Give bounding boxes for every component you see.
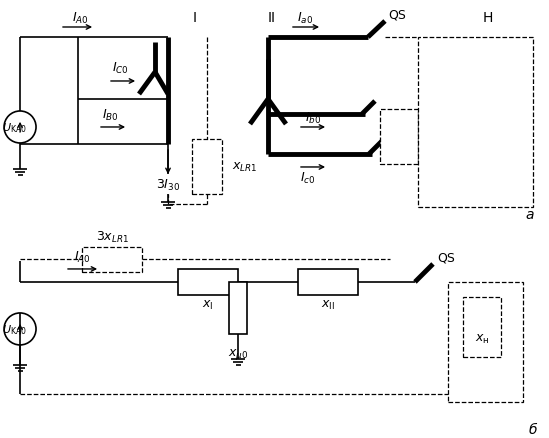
Text: $U_{\mathrm{KA0}}$: $U_{\mathrm{KA0}}$ — [2, 322, 27, 336]
Bar — [463, 297, 501, 357]
Bar — [298, 269, 358, 295]
Text: б: б — [529, 422, 537, 436]
Bar — [192, 140, 222, 194]
Bar — [448, 283, 523, 402]
Text: $I_{C0}$: $I_{C0}$ — [112, 60, 129, 75]
Text: $x_{\mu 0}$: $x_{\mu 0}$ — [228, 346, 248, 362]
Bar — [418, 38, 533, 208]
Text: $3I_{30}$: $3I_{30}$ — [156, 177, 180, 192]
Text: $I_{A0}$: $I_{A0}$ — [72, 11, 88, 25]
Text: $x_{LR1}$: $x_{LR1}$ — [232, 160, 257, 173]
Text: $x_{\mathrm{I}}$: $x_{\mathrm{I}}$ — [202, 298, 214, 311]
Text: $I_{c0}$: $I_{c0}$ — [300, 170, 316, 185]
Text: II: II — [268, 11, 276, 25]
Text: $I_{b0}$: $I_{b0}$ — [305, 110, 321, 125]
Text: $U_{\mathrm{KA0}}$: $U_{\mathrm{KA0}}$ — [2, 121, 27, 134]
Text: $I_{A0}$: $I_{A0}$ — [74, 249, 91, 264]
Bar — [178, 269, 238, 295]
Text: $x_{\mathrm{н}}$: $x_{\mathrm{н}}$ — [475, 332, 489, 346]
Text: I: I — [193, 11, 197, 25]
Text: $I_{B0}$: $I_{B0}$ — [102, 107, 119, 122]
Text: H: H — [483, 11, 493, 25]
Bar — [380, 110, 418, 165]
Bar — [82, 247, 142, 272]
Text: QS: QS — [388, 8, 406, 21]
Text: $I_{a0}$: $I_{a0}$ — [297, 11, 313, 25]
Text: $3x_{LR1}$: $3x_{LR1}$ — [96, 229, 128, 244]
Text: $x_{\mathrm{II}}$: $x_{\mathrm{II}}$ — [321, 298, 335, 311]
Text: QS: QS — [437, 251, 455, 264]
Bar — [229, 283, 247, 334]
Text: а: а — [526, 208, 534, 222]
